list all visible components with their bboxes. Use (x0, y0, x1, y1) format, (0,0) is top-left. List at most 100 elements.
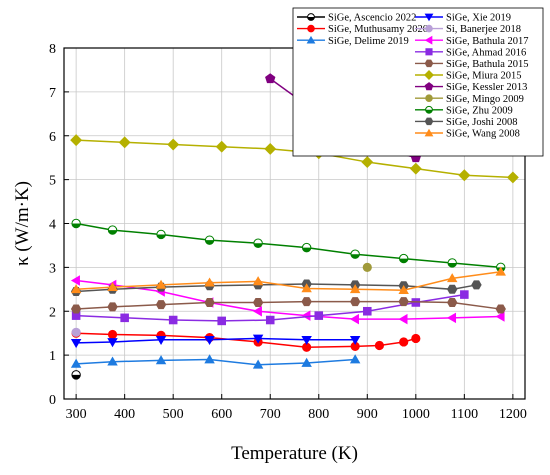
data-point (301, 242, 312, 253)
data-point (301, 357, 312, 367)
data-point (204, 277, 215, 287)
y-tick-label: 8 (49, 42, 56, 57)
legend-marker (425, 24, 433, 33)
series-line (76, 358, 356, 366)
legend-marker (424, 35, 433, 45)
data-point (204, 335, 215, 346)
data-point (155, 279, 167, 289)
data-point (349, 313, 359, 325)
data-point (399, 337, 409, 347)
data-point (120, 313, 129, 323)
y-tick-label: 7 (49, 86, 56, 101)
data-point (349, 354, 361, 364)
y-tick-label: 2 (49, 305, 56, 320)
legend-marker (425, 24, 433, 33)
series-group (70, 297, 506, 314)
y-axis-label: κ (W/m·K) (12, 181, 33, 266)
series-line (76, 332, 417, 348)
data-point (446, 312, 457, 324)
data-point (363, 306, 372, 316)
x-tick-label: 600 (211, 407, 232, 422)
data-point (398, 284, 409, 295)
series-group (71, 327, 81, 337)
x-tick-label: 300 (66, 407, 87, 422)
data-point (399, 337, 409, 347)
series-layer (70, 73, 519, 380)
data-point (70, 284, 82, 294)
data-point (252, 359, 264, 369)
legend-marker (424, 128, 434, 137)
legend-label: SiGe, Kessler 2013 (446, 82, 527, 93)
data-point (460, 290, 469, 299)
x-tick-label: 400 (114, 407, 135, 422)
data-point (107, 302, 118, 312)
data-point (215, 140, 228, 153)
data-point (301, 335, 312, 346)
data-point (70, 304, 82, 314)
data-point (506, 171, 519, 184)
data-point (204, 235, 215, 245)
legend-marker (307, 24, 315, 33)
y-tick-label: 3 (49, 261, 56, 276)
data-point (349, 335, 361, 346)
y-tick-label: 5 (49, 174, 56, 189)
data-point (350, 249, 360, 259)
legend-label: SiGe, Bathula 2017 (446, 36, 529, 47)
legend-box (292, 7, 544, 157)
data-point (71, 327, 81, 337)
legend-marker (424, 13, 434, 22)
series-group (70, 279, 482, 297)
legend-marker (424, 117, 434, 126)
data-point (374, 340, 385, 351)
data-point (265, 73, 276, 84)
legend-label: SiGe, Ascencio 2022 (328, 13, 416, 24)
legend-marker (307, 13, 315, 21)
data-point (204, 354, 215, 364)
y-tick-label: 0 (49, 393, 56, 408)
series-group (70, 266, 506, 295)
axis-layer: 300 400 500 600 700 800 900 1000 1100 1200 0 1 2 3 4 5 6… (49, 42, 527, 422)
series-group (70, 275, 505, 325)
x-tick-label: 1200 (499, 407, 527, 422)
x-axis-label: Temperature (K) (231, 443, 358, 464)
data-point (411, 333, 421, 344)
data-point (471, 280, 482, 290)
x-tick-label: 800 (308, 407, 329, 422)
data-point (301, 297, 312, 307)
data-point (107, 338, 118, 348)
data-point (301, 310, 311, 321)
data-point (155, 355, 167, 365)
data-point (495, 311, 505, 322)
legend-marker (424, 59, 434, 68)
data-point (458, 169, 471, 182)
data-point (252, 334, 264, 344)
data-point (447, 284, 458, 294)
data-point (447, 258, 457, 268)
data-point (107, 356, 118, 366)
series-line (76, 337, 356, 344)
legend-marker (425, 94, 433, 102)
legend-label: SiGe, Xie 2019 (446, 13, 511, 24)
legend-marker (425, 94, 433, 102)
data-point (204, 297, 215, 307)
data-point (167, 138, 180, 151)
data-point (107, 329, 118, 340)
legend-label: SiGe, Bathula 2015 (446, 59, 529, 70)
series-group (71, 370, 81, 380)
data-point (265, 315, 275, 325)
series-group (70, 354, 361, 369)
data-point (362, 262, 372, 272)
data-point (349, 284, 361, 294)
data-point (349, 297, 361, 307)
data-point (447, 297, 458, 307)
data-point (252, 306, 262, 317)
y-tick-label: 1 (49, 349, 56, 364)
data-point (495, 266, 506, 276)
data-point (374, 340, 385, 351)
data-point (70, 134, 83, 147)
legend-label: SiGe, Joshi 2008 (446, 117, 517, 128)
data-point (70, 358, 82, 368)
data-point (252, 297, 264, 307)
